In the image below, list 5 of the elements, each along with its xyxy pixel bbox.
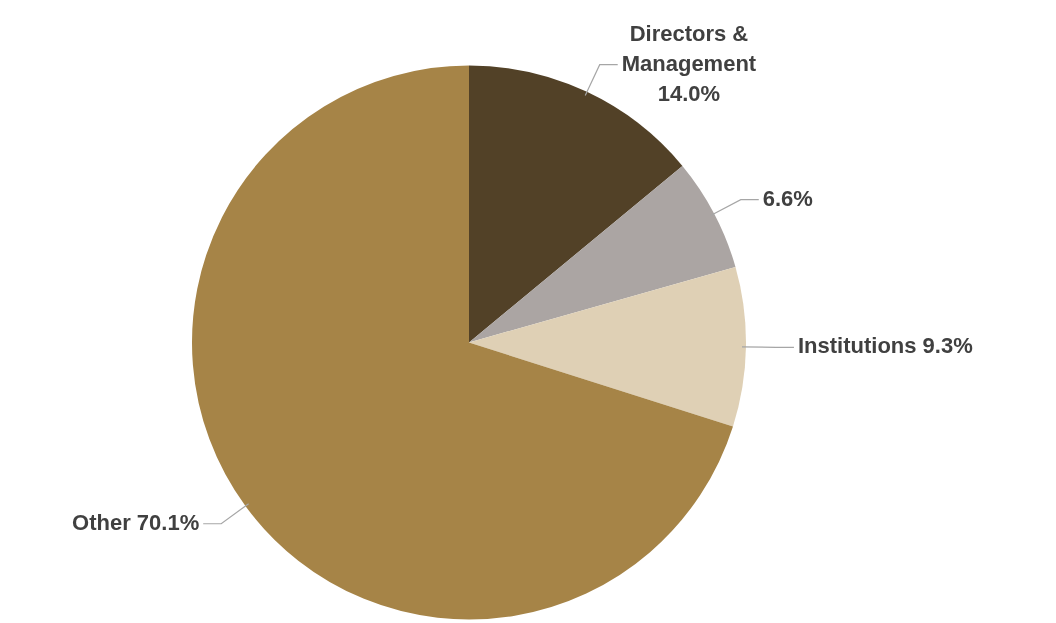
slice-label: Directors & Management	[621, 20, 757, 76]
slice-label: Institutions 9.3%	[797, 333, 973, 359]
data-label: 14.0%	[657, 80, 721, 106]
slice-label: Other 70.1%	[72, 509, 200, 535]
data-label: 6.6%	[762, 185, 813, 211]
